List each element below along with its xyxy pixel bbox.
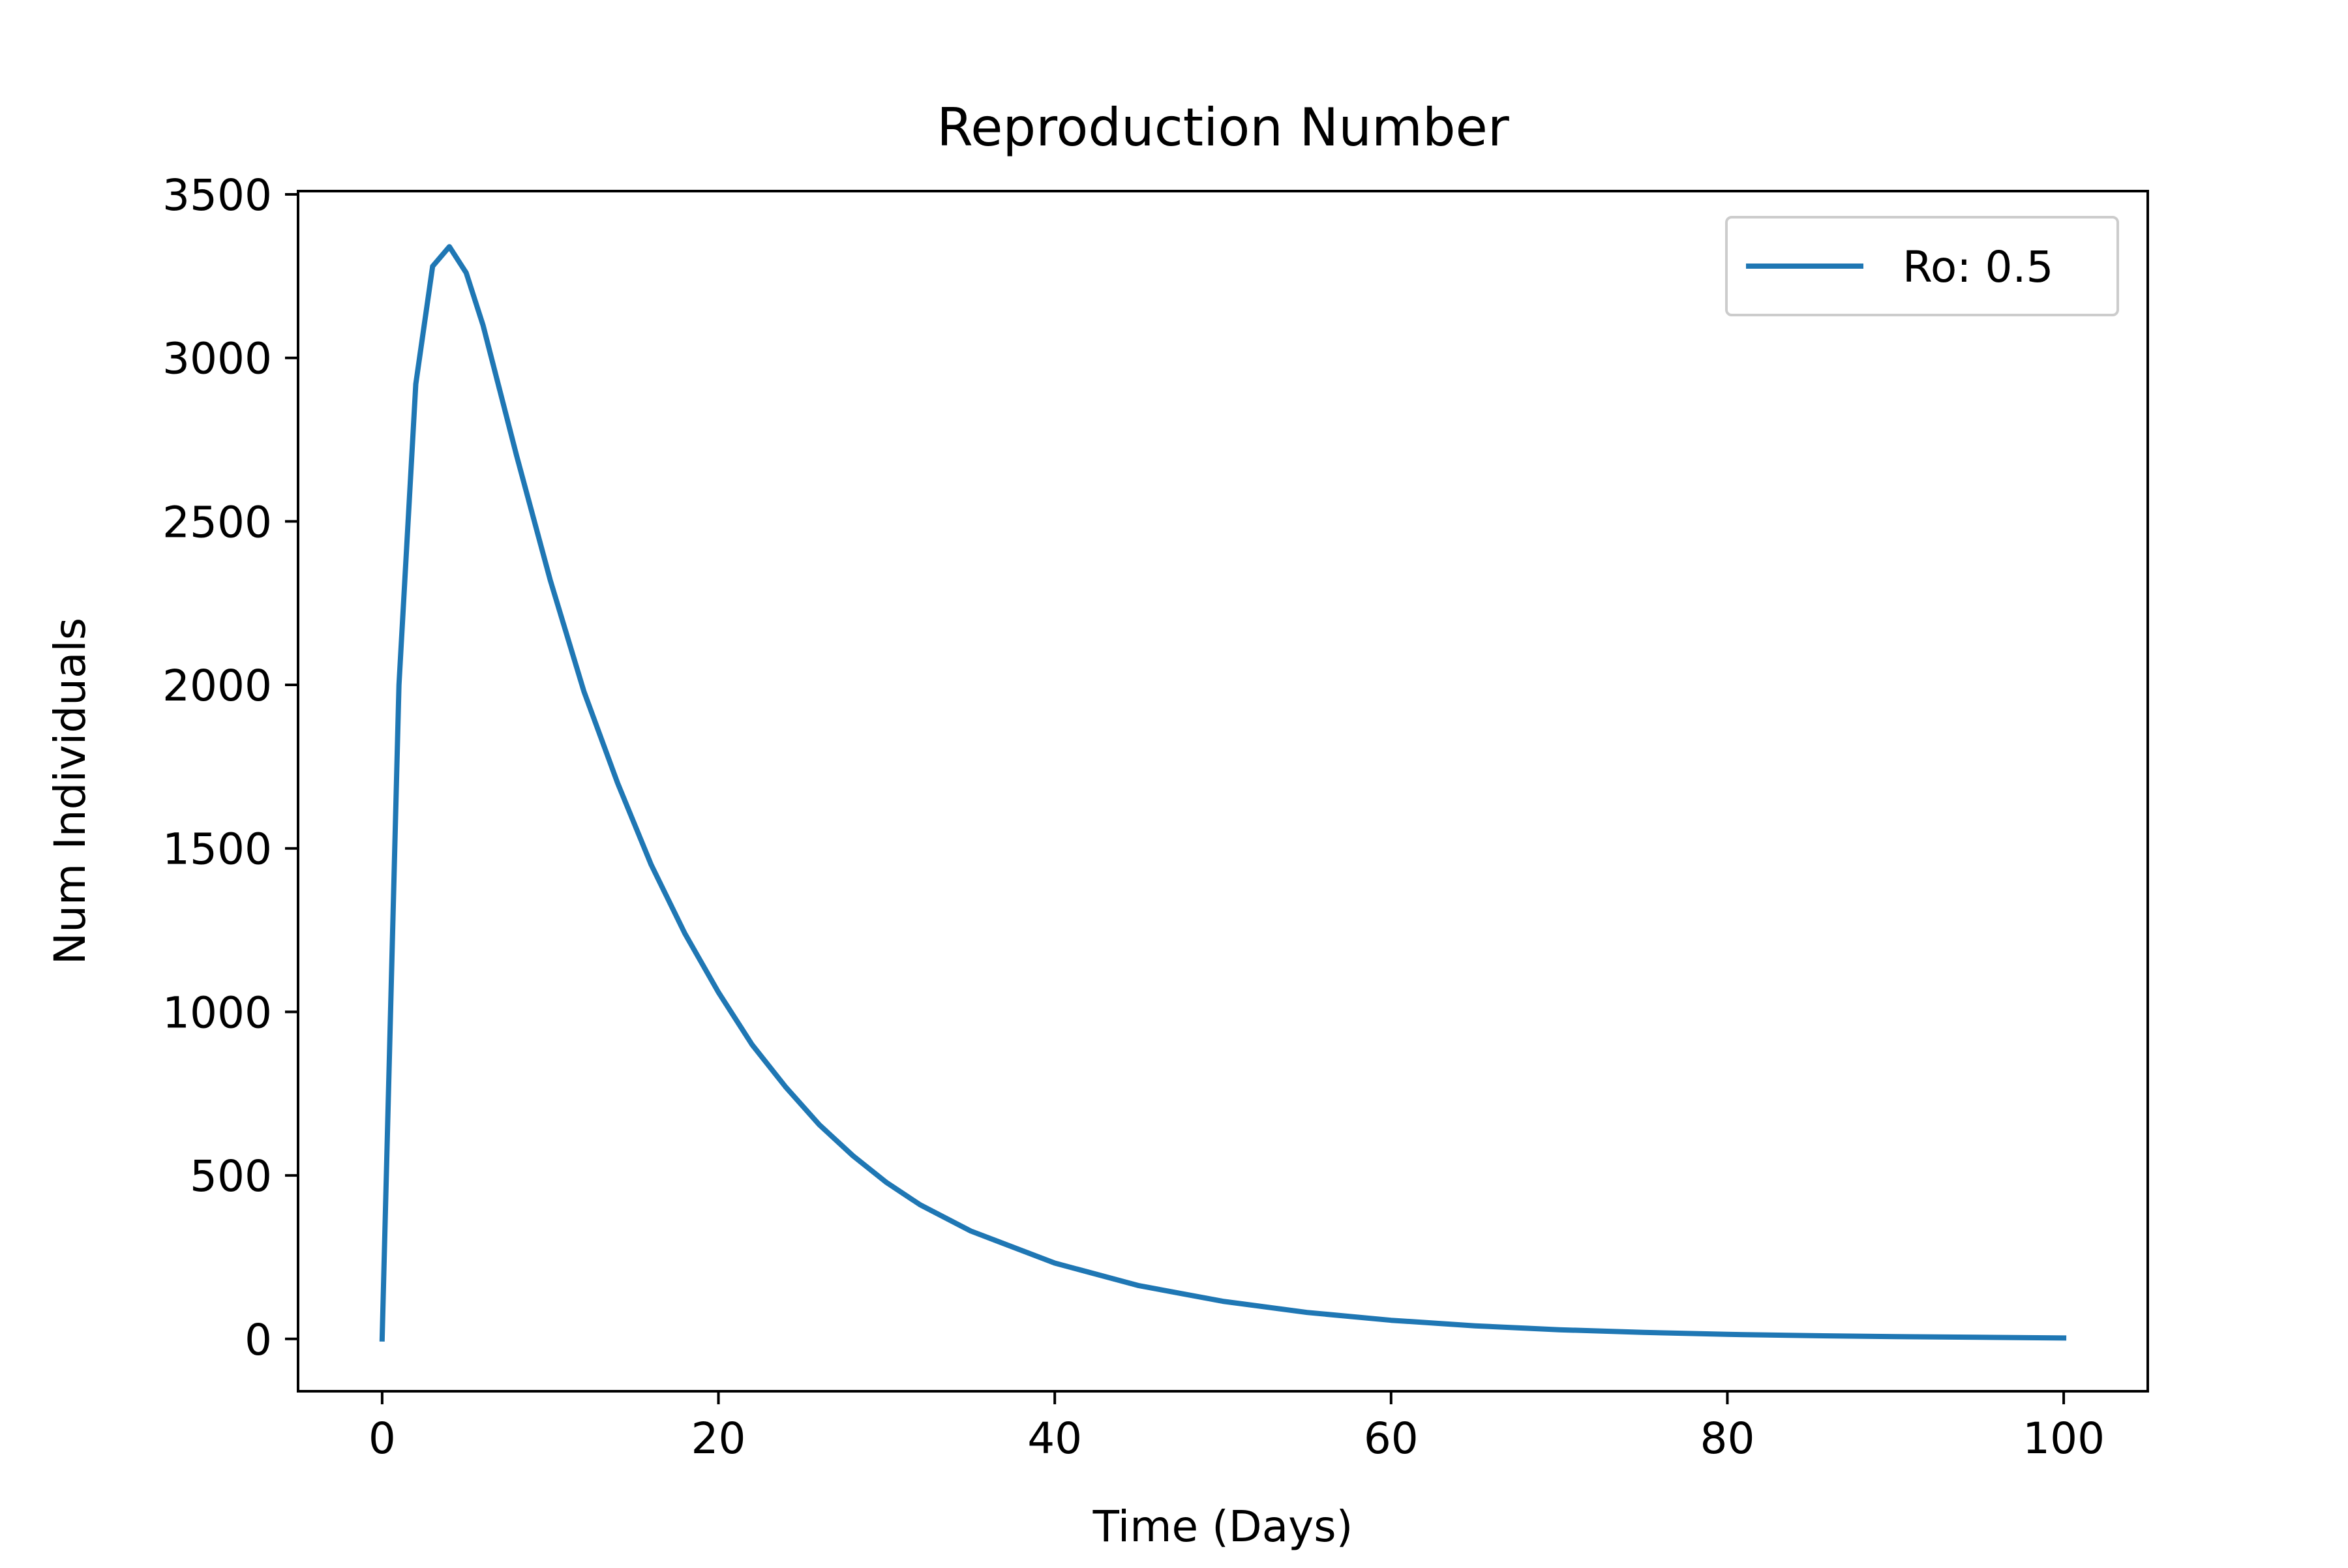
x-tick-label: 40 [1027,1413,1082,1464]
legend: Ro: 0.5 [1725,216,2119,316]
y-tick-label: 3500 [162,170,272,220]
y-tick-label: 2000 [162,661,272,711]
x-tick-label: 20 [691,1413,746,1464]
legend-entry-label: Ro: 0.5 [1903,242,2053,292]
y-axis-label: Num Individuals [45,618,95,965]
x-tick-label: 80 [1700,1413,1754,1464]
series-line-0 [379,244,2067,1342]
chart-title: Reproduction Number [937,97,1509,158]
x-tick-label: 0 [369,1413,396,1464]
y-tick-label: 500 [190,1151,272,1201]
axes-frame [297,190,2149,1393]
y-tick-label: 2500 [162,497,272,547]
x-tick-label: 100 [2023,1413,2105,1464]
y-tick-label: 1000 [162,988,272,1038]
x-tick-label: 60 [1364,1413,1419,1464]
x-axis-label: Time (Days) [1092,1501,1353,1552]
y-tick-label: 0 [245,1315,272,1365]
y-tick-label: 1500 [162,824,272,875]
y-tick-label: 3000 [162,334,272,384]
legend-box [1725,216,2119,316]
